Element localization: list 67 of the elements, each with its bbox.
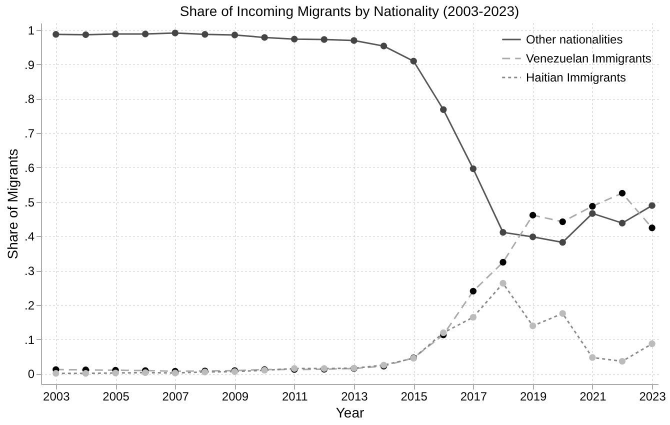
point bbox=[470, 165, 477, 172]
x-tick-label: 2017 bbox=[460, 390, 488, 404]
x-tick-label: 2011 bbox=[282, 390, 308, 404]
point bbox=[82, 31, 90, 38]
point bbox=[559, 310, 566, 317]
point bbox=[112, 370, 119, 376]
point bbox=[618, 358, 626, 365]
y-tick-label: .6 bbox=[24, 160, 35, 175]
legend-label: Other nationalities bbox=[526, 32, 623, 46]
x-tick-label: 2021 bbox=[580, 390, 607, 404]
x-tick-label: 2019 bbox=[520, 390, 547, 404]
y-tick-label: 0 bbox=[28, 367, 35, 382]
point bbox=[261, 34, 268, 41]
point bbox=[500, 258, 506, 266]
point bbox=[350, 37, 358, 44]
point bbox=[172, 30, 178, 36]
legend-label: Haitian Immigrants bbox=[526, 70, 626, 84]
x-tick-label: 2023 bbox=[639, 390, 666, 404]
x-axis-title: Year bbox=[336, 404, 364, 420]
point bbox=[618, 220, 626, 226]
point bbox=[320, 36, 328, 43]
legend-label: Venezuelan Immigrants bbox=[526, 52, 652, 66]
point bbox=[231, 32, 238, 38]
point bbox=[648, 224, 656, 232]
y-tick-label: .5 bbox=[24, 195, 35, 210]
y-tick-label: 1 bbox=[28, 23, 35, 38]
point bbox=[648, 202, 656, 209]
point bbox=[291, 36, 298, 43]
x-tick-label: 2013 bbox=[341, 390, 368, 404]
x-tick-label: 2009 bbox=[222, 390, 249, 404]
point bbox=[648, 340, 656, 348]
point bbox=[440, 329, 447, 336]
point bbox=[440, 106, 447, 113]
y-tick-label: .7 bbox=[24, 126, 35, 141]
point bbox=[52, 31, 60, 38]
point bbox=[500, 280, 506, 287]
point bbox=[82, 370, 90, 377]
point bbox=[380, 42, 388, 50]
x-tick-label: 2005 bbox=[102, 390, 130, 404]
point bbox=[529, 234, 536, 240]
y-axis-title: Share of Migrants bbox=[4, 148, 20, 260]
point bbox=[589, 210, 596, 217]
point bbox=[410, 58, 417, 65]
point bbox=[589, 354, 596, 361]
point bbox=[529, 322, 536, 330]
y-tick-label: .9 bbox=[24, 58, 35, 72]
y-tick-label: .8 bbox=[24, 92, 35, 106]
y-tick-label: .4 bbox=[24, 230, 35, 244]
point bbox=[52, 370, 60, 377]
point bbox=[500, 229, 506, 236]
y-tick-label: .1 bbox=[24, 332, 35, 347]
point bbox=[202, 31, 208, 38]
x-tick-label: 2007 bbox=[162, 390, 190, 404]
point bbox=[112, 30, 119, 38]
x-tick-label: 2003 bbox=[43, 390, 70, 404]
x-tick-label: 2015 bbox=[400, 390, 428, 404]
y-tick-label: .3 bbox=[24, 264, 35, 278]
point bbox=[559, 239, 566, 246]
point bbox=[618, 190, 626, 197]
y-tick-label: .2 bbox=[24, 298, 35, 312]
point bbox=[529, 212, 536, 219]
point bbox=[589, 202, 596, 210]
point bbox=[470, 288, 477, 295]
point bbox=[142, 30, 149, 38]
point bbox=[470, 314, 477, 321]
chart-title: Share of Incoming Migrants by Nationality (2003-2023) bbox=[180, 3, 520, 19]
point bbox=[559, 218, 566, 226]
